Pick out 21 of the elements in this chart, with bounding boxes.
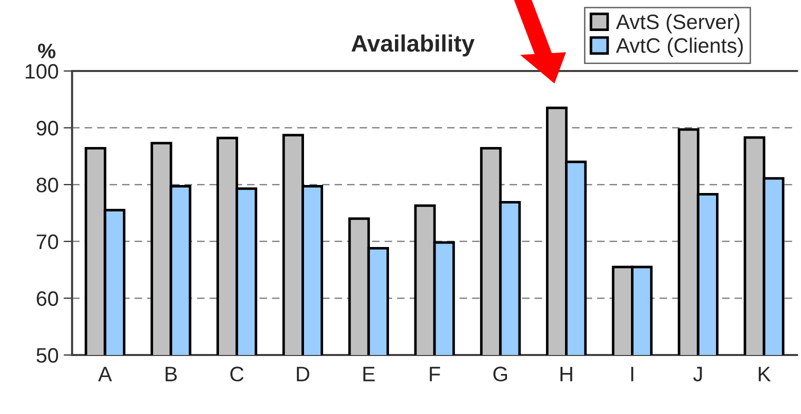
legend-label: AvtS (Server) [616,14,740,34]
x-tick-label: A [98,366,112,382]
chart-title: Availability [352,34,475,56]
x-tick-label: J [693,366,702,382]
y-tick-label: 100 [26,64,58,79]
legend-label: AvtC (Clients) [616,38,743,58]
x-tick-label: K [758,366,771,382]
y-tick-label: 80 [36,178,58,192]
x-tick-label: I [631,366,634,382]
y-tick-label: 90 [36,120,58,136]
y-tick-label: 70 [36,234,58,250]
y-tick-label: 60 [36,291,58,306]
x-tick-label: C [230,366,244,382]
x-tick-label: F [430,366,440,382]
x-tick-label: H [560,366,572,382]
x-tick-label: G [493,366,507,382]
x-tick-label: E [363,366,375,382]
x-tick-label: D [296,366,310,382]
y-tick-label: 50 [36,348,58,363]
x-tick-label: B [166,366,177,382]
y-axis-title: % [38,44,56,58]
